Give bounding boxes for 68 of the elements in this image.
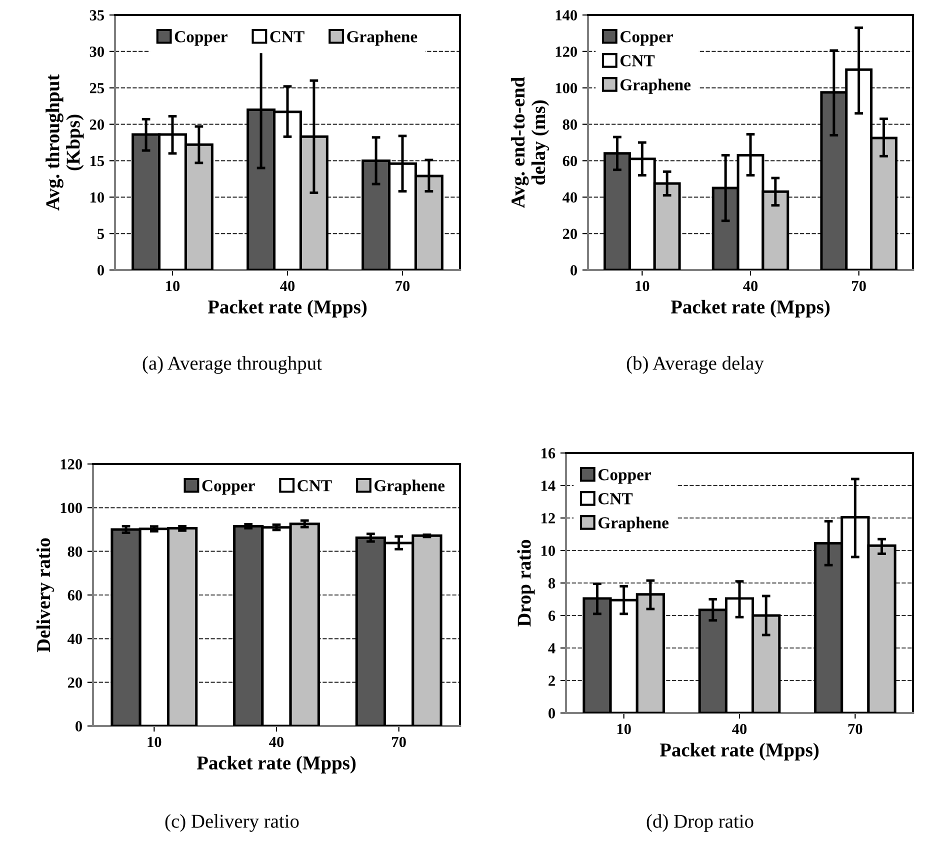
legend-label: Copper: [202, 480, 255, 495]
y-tick-label: 0: [98, 265, 104, 276]
y-tick-label: 10: [542, 546, 555, 556]
y-tick-label: 140: [556, 10, 577, 20]
legend-label: CNT: [298, 480, 332, 492]
x-axis-title: Packet rate (Mpps): [208, 300, 367, 318]
legend-label: Copper: [598, 469, 652, 484]
x-tick-label: 10: [166, 280, 180, 292]
y-tick-label: 80: [68, 546, 82, 557]
legend-label: Graphene: [347, 30, 418, 46]
y-tick-label: 4: [548, 643, 556, 654]
y-tick-label: 100: [60, 502, 82, 514]
x-tick-label: 10: [617, 724, 631, 734]
y-tick-label: 2: [548, 676, 555, 686]
y-tick-label: 40: [562, 192, 577, 203]
y-axis-title: Avg. end-to-end delay (ms): [510, 76, 550, 208]
y-tick-label: 20: [68, 677, 82, 688]
y-tick-label: 0: [76, 721, 82, 732]
x-axis-title: Packet rate (Mpps): [660, 742, 819, 760]
y-tick-label: 25: [90, 83, 104, 94]
y-tick-label: 120: [60, 459, 82, 470]
y-tick-label: 60: [562, 156, 577, 166]
y-tick-label: 0: [548, 708, 555, 718]
x-tick-label: 70: [392, 736, 406, 748]
y-tick-label: 40: [68, 634, 82, 644]
x-tick-label: 40: [732, 724, 747, 734]
text: (a) Average throughput: [142, 356, 322, 374]
y-axis-title: Drop ratio: [517, 540, 535, 626]
x-axis-title: Packet rate (Mpps): [670, 300, 830, 318]
x-tick-label: 70: [852, 280, 866, 292]
y-tick-label: 120: [556, 46, 577, 57]
x-axis-title: Packet rate (Mpps): [196, 756, 356, 774]
y-tick-label: 80: [562, 119, 577, 130]
y-tick-label: 10: [90, 192, 104, 203]
x-tick-label: 10: [636, 280, 650, 292]
y-tick-label: 35: [90, 10, 104, 20]
y-tick-label: 6: [548, 610, 556, 621]
y-tick-label: 20: [90, 119, 104, 130]
legend-label: CNT: [598, 493, 633, 504]
legend-label: Graphene: [598, 516, 669, 532]
y-tick-label: 8: [548, 578, 556, 588]
text: (c) Delivery ratio: [165, 814, 299, 832]
legend-label: CNT: [620, 55, 655, 66]
x-tick-label: 40: [743, 280, 758, 292]
x-tick-label: 10: [148, 736, 162, 748]
x-tick-label: 40: [280, 280, 295, 292]
y-tick-label: 16: [542, 448, 556, 458]
y-axis-title: Avg. throughput (Kbps): [46, 74, 84, 211]
x-tick-label: 40: [269, 736, 284, 748]
text: (b) Average delay: [626, 356, 764, 374]
y-tick-label: 12: [542, 513, 555, 524]
legend-label: Graphene: [374, 480, 445, 495]
y-tick-label: 0: [570, 265, 577, 276]
y-tick-label: 14: [542, 480, 556, 491]
y-axis-title: Delivery ratio: [36, 538, 54, 652]
text: (d) Drop ratio: [646, 814, 754, 832]
y-tick-label: 15: [90, 156, 104, 166]
legend-label: CNT: [270, 31, 304, 42]
y-tick-label: 100: [556, 83, 577, 94]
x-tick-label: 70: [848, 724, 862, 734]
y-tick-label: 60: [68, 590, 82, 600]
legend-label: Copper: [174, 31, 228, 46]
x-tick-label: 70: [396, 280, 410, 292]
y-tick-label: 30: [90, 46, 104, 57]
legend-label: Graphene: [620, 78, 691, 94]
y-tick-label: 20: [562, 228, 577, 240]
y-tick-label: 5: [98, 228, 104, 240]
legend-label: Copper: [620, 31, 674, 46]
